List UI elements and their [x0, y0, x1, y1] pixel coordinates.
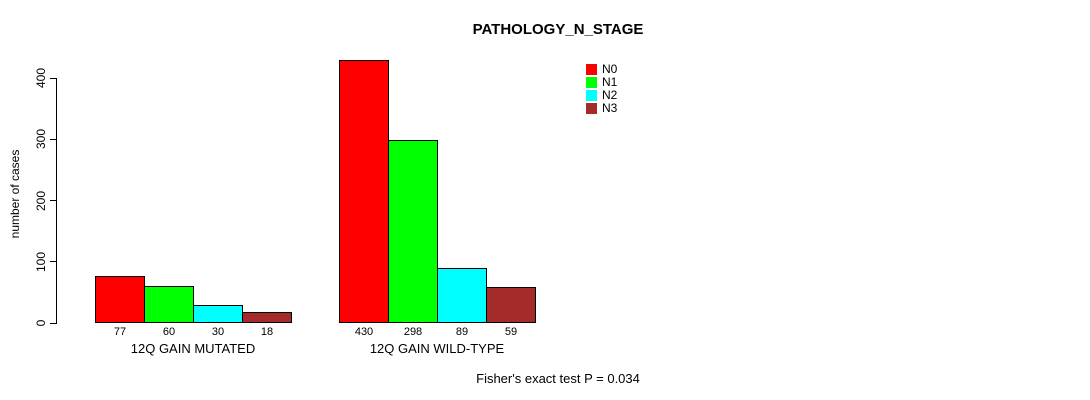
group-label: 12Q GAIN WILD-TYPE [369, 341, 505, 356]
bar-value-label: 59 [504, 326, 518, 338]
legend-row: N1 [586, 75, 618, 89]
y-tick-label: 200 [34, 190, 48, 211]
bar-value-label: 89 [455, 326, 469, 338]
bar-n0-group2 [339, 60, 389, 323]
y-tick-label: 300 [34, 129, 48, 150]
legend-label: N3 [602, 101, 618, 115]
bar-n0-group1 [95, 276, 145, 323]
y-axis-line [56, 78, 57, 324]
bar-n1-group1 [144, 286, 194, 323]
legend-label: N2 [602, 88, 618, 102]
y-tick-label: 100 [34, 251, 48, 272]
legend-swatch [586, 103, 597, 114]
y-tick [50, 322, 56, 324]
legend-row: N2 [586, 88, 618, 102]
group-label: 12Q GAIN MUTATED [130, 341, 256, 356]
bar-n2-group1 [193, 305, 243, 323]
legend-label: N0 [602, 62, 618, 76]
bar-value-label: 430 [354, 326, 374, 338]
legend-row: N3 [586, 101, 618, 115]
legend-swatch [586, 77, 597, 88]
y-axis-label: number of cases [8, 149, 22, 239]
y-tick [50, 138, 56, 140]
y-tick [50, 77, 56, 79]
bar-value-label: 60 [162, 326, 176, 338]
legend-label: N1 [602, 75, 618, 89]
bar-n3-group1 [242, 312, 292, 323]
annotation-text: Fisher's exact test P = 0.034 [476, 371, 640, 386]
y-tick-label: 400 [34, 67, 48, 89]
bar-n2-group2 [437, 268, 487, 323]
bar-n1-group2 [388, 140, 438, 323]
bar-value-label: 30 [211, 326, 225, 338]
legend: N0 N1 N2 N3 [586, 62, 618, 116]
bar-value-label: 298 [403, 326, 423, 338]
bar-value-label: 77 [113, 326, 127, 338]
chart-title: PATHOLOGY_N_STAGE [472, 21, 644, 38]
legend-swatch [586, 90, 597, 101]
y-tick [50, 261, 56, 263]
bar-value-label: 18 [260, 326, 274, 338]
bar-n3-group2 [486, 287, 536, 323]
y-tick [50, 200, 56, 201]
y-tick-label: 0 [34, 319, 48, 327]
legend-row: N0 [586, 62, 618, 76]
legend-swatch [586, 64, 597, 75]
